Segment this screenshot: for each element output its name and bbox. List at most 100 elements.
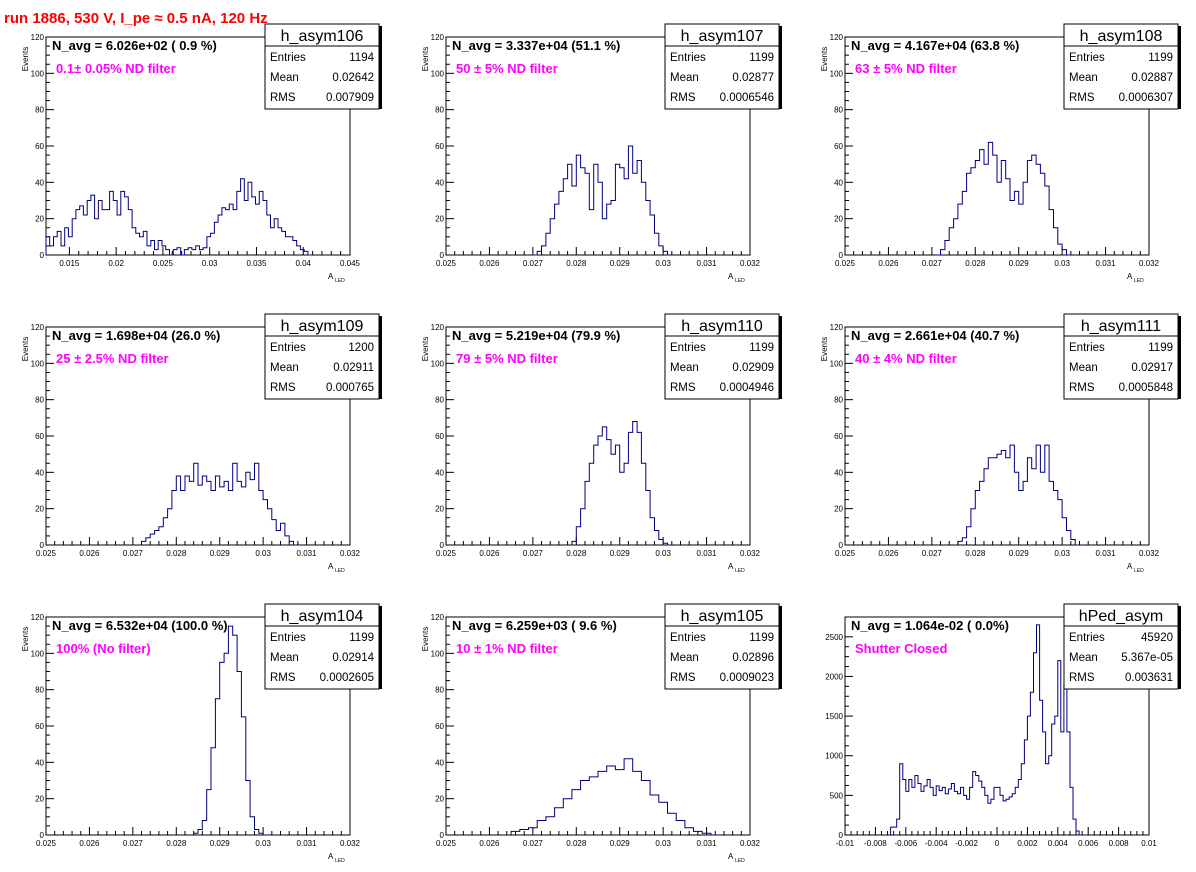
y-tick-label: 120 (830, 323, 844, 332)
stats-histogram-name: h_asym107 (681, 28, 764, 45)
stats-box (1063, 45, 1179, 110)
y-tick-label: 60 (834, 142, 843, 151)
x-tick-label: 0.032 (1139, 259, 1160, 268)
x-tick-label: 0.002 (1017, 839, 1038, 848)
x-tick-label: 0.015 (59, 259, 80, 268)
y-tick-label: 0 (440, 251, 445, 260)
x-tick-label: 0.025 (153, 259, 174, 268)
x-tick-label: 0.029 (610, 259, 631, 268)
stats-box (664, 625, 780, 690)
y-tick-label: 80 (35, 686, 44, 695)
stats-value-rms: 0.003631 (1125, 672, 1173, 684)
x-tick-label: 0.027 (523, 259, 544, 268)
x-tick-label: 0.027 (523, 549, 544, 558)
stats-key-mean: Mean (1069, 72, 1098, 84)
histogram-series (571, 421, 672, 546)
y-tick-label: 60 (435, 142, 444, 151)
stats-value-rms: 0.0006307 (1119, 92, 1173, 104)
y-tick-label: 120 (830, 33, 844, 42)
histogram-series (45, 178, 312, 256)
x-tick-label: 0.032 (740, 549, 761, 558)
y-tick-label: 40 (435, 468, 444, 477)
panel-hPed_asym: -0.01 -0.008 -0.006 -0.004 -0.002 0 0.002 0.004… (825, 603, 1181, 848)
filter-label: 25 ± 2.5% ND filter (56, 351, 169, 366)
x-tick-label: 0.032 (340, 839, 361, 848)
navg-label: N_avg = 2.661e+04 (40.7 %) (851, 328, 1019, 343)
stats-value-rms: 0.0009023 (720, 672, 774, 684)
x-tick-label: 0.026 (479, 259, 500, 268)
filter-label: Shutter Closed (855, 641, 948, 656)
stats-value-rms: 0.0002605 (320, 672, 374, 684)
x-tick-label: 0.032 (740, 259, 761, 268)
stats-key-mean: Mean (270, 652, 299, 664)
x-tick-label: 0.03 (655, 259, 671, 268)
stats-histogram-name: h_asym108 (1080, 28, 1163, 45)
y-tick-label: 120 (31, 323, 45, 332)
x-tick-label: 0.04 (295, 259, 311, 268)
y-tick-label: 100 (431, 69, 445, 78)
y-tick-label: 40 (435, 758, 444, 767)
x-tick-label: 0.008 (1109, 839, 1130, 848)
stats-histogram-name: h_asym105 (681, 608, 764, 625)
y-tick-label: 40 (435, 178, 444, 187)
stats-value-rms: 0.0006546 (720, 92, 774, 104)
stats-value-entries: 1199 (1148, 52, 1173, 64)
y-tick-label: 120 (431, 613, 445, 622)
panel-h_asym109: 0.025 0.026 0.027 0.028 0.029 0.03 0.031 0.032 0… (21, 313, 382, 574)
stats-value-entries: 1199 (749, 52, 774, 64)
x-tick-label: 0.026 (878, 259, 899, 268)
stats-value-mean: 0.02917 (1131, 362, 1173, 374)
x-tick-label: 0.006 (1078, 839, 1099, 848)
stats-value-entries: 1194 (349, 52, 374, 64)
y-tick-label: 40 (35, 758, 44, 767)
y-tick-label: 120 (431, 33, 445, 42)
x-axis-label: A (728, 562, 734, 571)
stats-value-entries: 1199 (749, 632, 774, 644)
x-tick-label: 0.02 (108, 259, 124, 268)
y-tick-label: 120 (431, 323, 445, 332)
y-tick-label: 100 (31, 649, 45, 658)
x-tick-label: 0.029 (610, 839, 631, 848)
y-tick-label: 20 (834, 215, 843, 224)
stats-value-rms: 0.0005848 (1119, 382, 1173, 394)
y-tick-label: 0 (839, 251, 844, 260)
y-tick-label: 100 (830, 69, 844, 78)
x-tick-label: 0.032 (740, 839, 761, 848)
x-tick-label: 0.026 (79, 549, 100, 558)
run-title: run 1886, 530 V, I_pe ≈ 0.5 nA, 120 Hz (4, 10, 268, 27)
stats-box (1063, 335, 1179, 400)
y-tick-label: 20 (35, 795, 44, 804)
y-tick-label: 100 (31, 69, 45, 78)
y-tick-label: 0 (440, 541, 445, 550)
panel-h_asym107: 0.025 0.026 0.027 0.028 0.029 0.03 0.031 0.032 0… (421, 23, 782, 284)
x-tick-label: 0.025 (835, 549, 856, 558)
x-tick-label: 0.03 (1054, 549, 1070, 558)
panel-h_asym110: 0.025 0.026 0.027 0.028 0.029 0.03 0.031 0.032 0… (421, 313, 782, 574)
y-tick-label: 40 (834, 178, 843, 187)
x-tick-label: 0.025 (436, 549, 457, 558)
stats-key-entries: Entries (1069, 632, 1105, 644)
panel-h_asym104: 0.025 0.026 0.027 0.028 0.029 0.03 0.031 0.032 0… (21, 603, 382, 864)
stats-value-mean: 5.367e-05 (1121, 652, 1173, 664)
navg-label: N_avg = 1.698e+04 (26.0 %) (52, 328, 220, 343)
x-tick-label: 0.029 (210, 839, 231, 848)
y-tick-label: 80 (35, 106, 44, 115)
stats-histogram-name: h_asym104 (281, 608, 364, 625)
stats-key-entries: Entries (270, 342, 306, 354)
stats-value-rms: 0.0004946 (720, 382, 774, 394)
x-tick-label: -0.01 (836, 839, 855, 848)
x-tick-label: 0.045 (340, 259, 361, 268)
stats-box (664, 335, 780, 400)
x-tick-label: 0.03 (655, 839, 671, 848)
histogram-series (510, 758, 720, 836)
histogram-series (890, 624, 1086, 836)
y-axis-label: Events (421, 337, 430, 361)
navg-label: N_avg = 4.167e+04 (63.8 %) (851, 38, 1019, 53)
y-tick-label: 120 (31, 613, 45, 622)
y-axis-label: Events (21, 337, 30, 361)
histogram-series (532, 145, 672, 256)
x-tick-label: 0 (995, 839, 1000, 848)
x-tick-label: 0.026 (479, 839, 500, 848)
y-tick-label: 60 (834, 432, 843, 441)
x-tick-label: 0.031 (1096, 549, 1117, 558)
